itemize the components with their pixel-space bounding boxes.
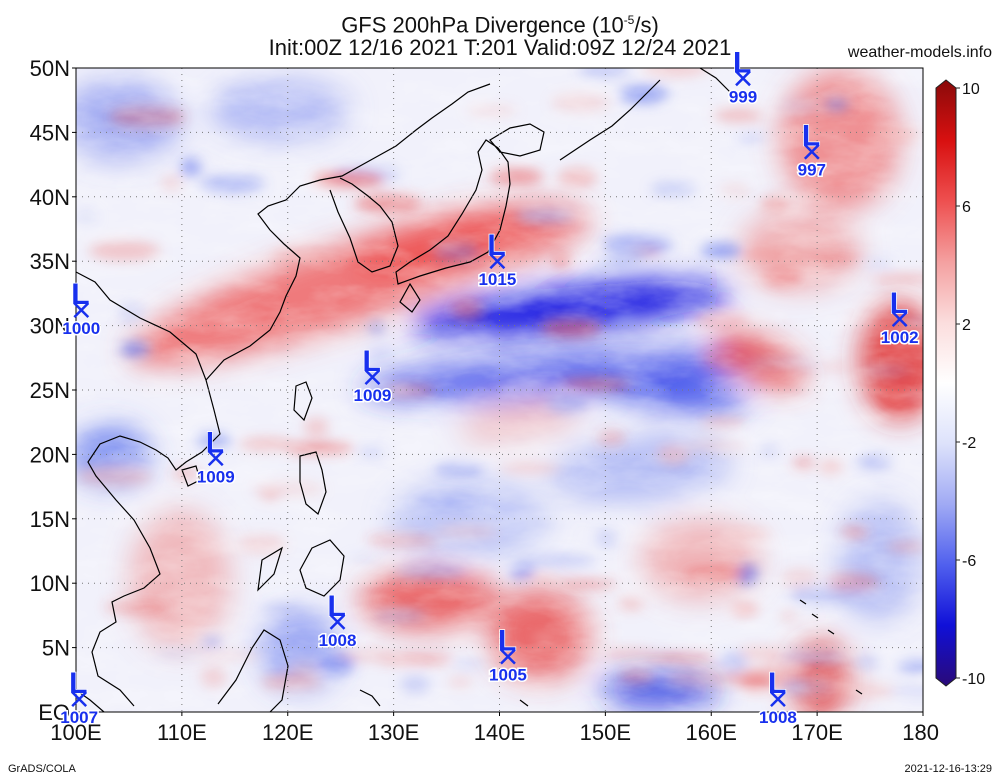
lon-label: 150E [580, 720, 631, 745]
colorbar-ticks: 10 6 2 -2 -6 -10 [956, 81, 985, 688]
low-center-x [73, 302, 90, 319]
divergence-field [76, 68, 923, 712]
latitude-labels: 50N 45N 40N 35N 30N 25N 20N 15N 10N 5N EQ [30, 56, 76, 725]
lon-label: 140E [474, 720, 525, 745]
colorbar-tick-label: 2 [962, 317, 971, 334]
colorbar-tick-label: 10 [962, 81, 980, 98]
lon-label: 170E [791, 720, 842, 745]
chart-subtitle: Init:00Z 12/16 2021 T:201 Valid:09Z 12/2… [268, 35, 732, 60]
timestamp: 2021-12-16-13:29 [904, 763, 992, 775]
site-credit: weather-models.info [847, 44, 992, 61]
lat-label: 20N [30, 442, 70, 467]
colorbar-tick-label: -6 [962, 553, 976, 570]
low-pressure-label: 1002 [881, 328, 919, 347]
lat-label: 50N [30, 56, 70, 81]
low-pressure-label: 1005 [489, 666, 527, 685]
lat-label: 40N [30, 185, 70, 210]
lon-label: 130E [368, 720, 419, 745]
low-center-x [489, 253, 506, 270]
coastlines [76, 68, 863, 712]
low-pressure-label: 1009 [354, 386, 392, 405]
lon-label: 180 [902, 720, 939, 745]
colorbar-tick-label: -2 [962, 435, 976, 452]
longitude-labels: 100E 110E 120E 130E 140E 150E 160E 170E 180 [50, 712, 939, 745]
lat-label: 35N [30, 249, 70, 274]
colorbar-tick-label: 6 [962, 199, 971, 216]
lon-label: 120E [262, 720, 313, 745]
low-center-x [803, 143, 820, 160]
lat-label: EQ [38, 700, 70, 725]
low-center-x [207, 450, 224, 467]
grads-credit: GrADS/COLA [8, 763, 76, 775]
low-pressure-label: 1008 [759, 708, 797, 727]
chart-title: GFS 200hPa Divergence (10-5/s) [341, 12, 659, 38]
low-pressure-label: 1015 [478, 270, 516, 289]
lon-label: 100E [50, 720, 101, 745]
low-center-x [71, 691, 88, 708]
colorbar: 10 6 2 -2 -6 -10 [935, 79, 985, 688]
low-center-x [891, 311, 908, 328]
low-center-x [329, 613, 346, 630]
low-pressure-label: 1007 [60, 708, 98, 727]
low-center-x [364, 369, 381, 386]
low-pressure-label: 997 [798, 161, 826, 180]
lat-label: 30N [30, 314, 70, 339]
low-center-x [735, 70, 751, 87]
lat-label: 10N [30, 571, 70, 596]
lat-label: 15N [30, 507, 70, 532]
low-pressure-label: 999 [729, 87, 757, 106]
lat-label: 25N [30, 378, 70, 403]
low-center-x [770, 691, 786, 708]
low-pressure-label: 1009 [197, 467, 235, 486]
low-center-x [500, 648, 516, 665]
colorbar-tick-label: -10 [962, 671, 985, 688]
lat-label: 45N [30, 120, 70, 145]
colorbar-bar [935, 79, 957, 687]
low-pressure-label: 1008 [319, 631, 357, 650]
low-pressure-label: 1000 [62, 319, 100, 338]
lon-label: 160E [686, 720, 737, 745]
lat-label: 5N [42, 636, 70, 661]
lon-label: 110E [157, 720, 207, 745]
